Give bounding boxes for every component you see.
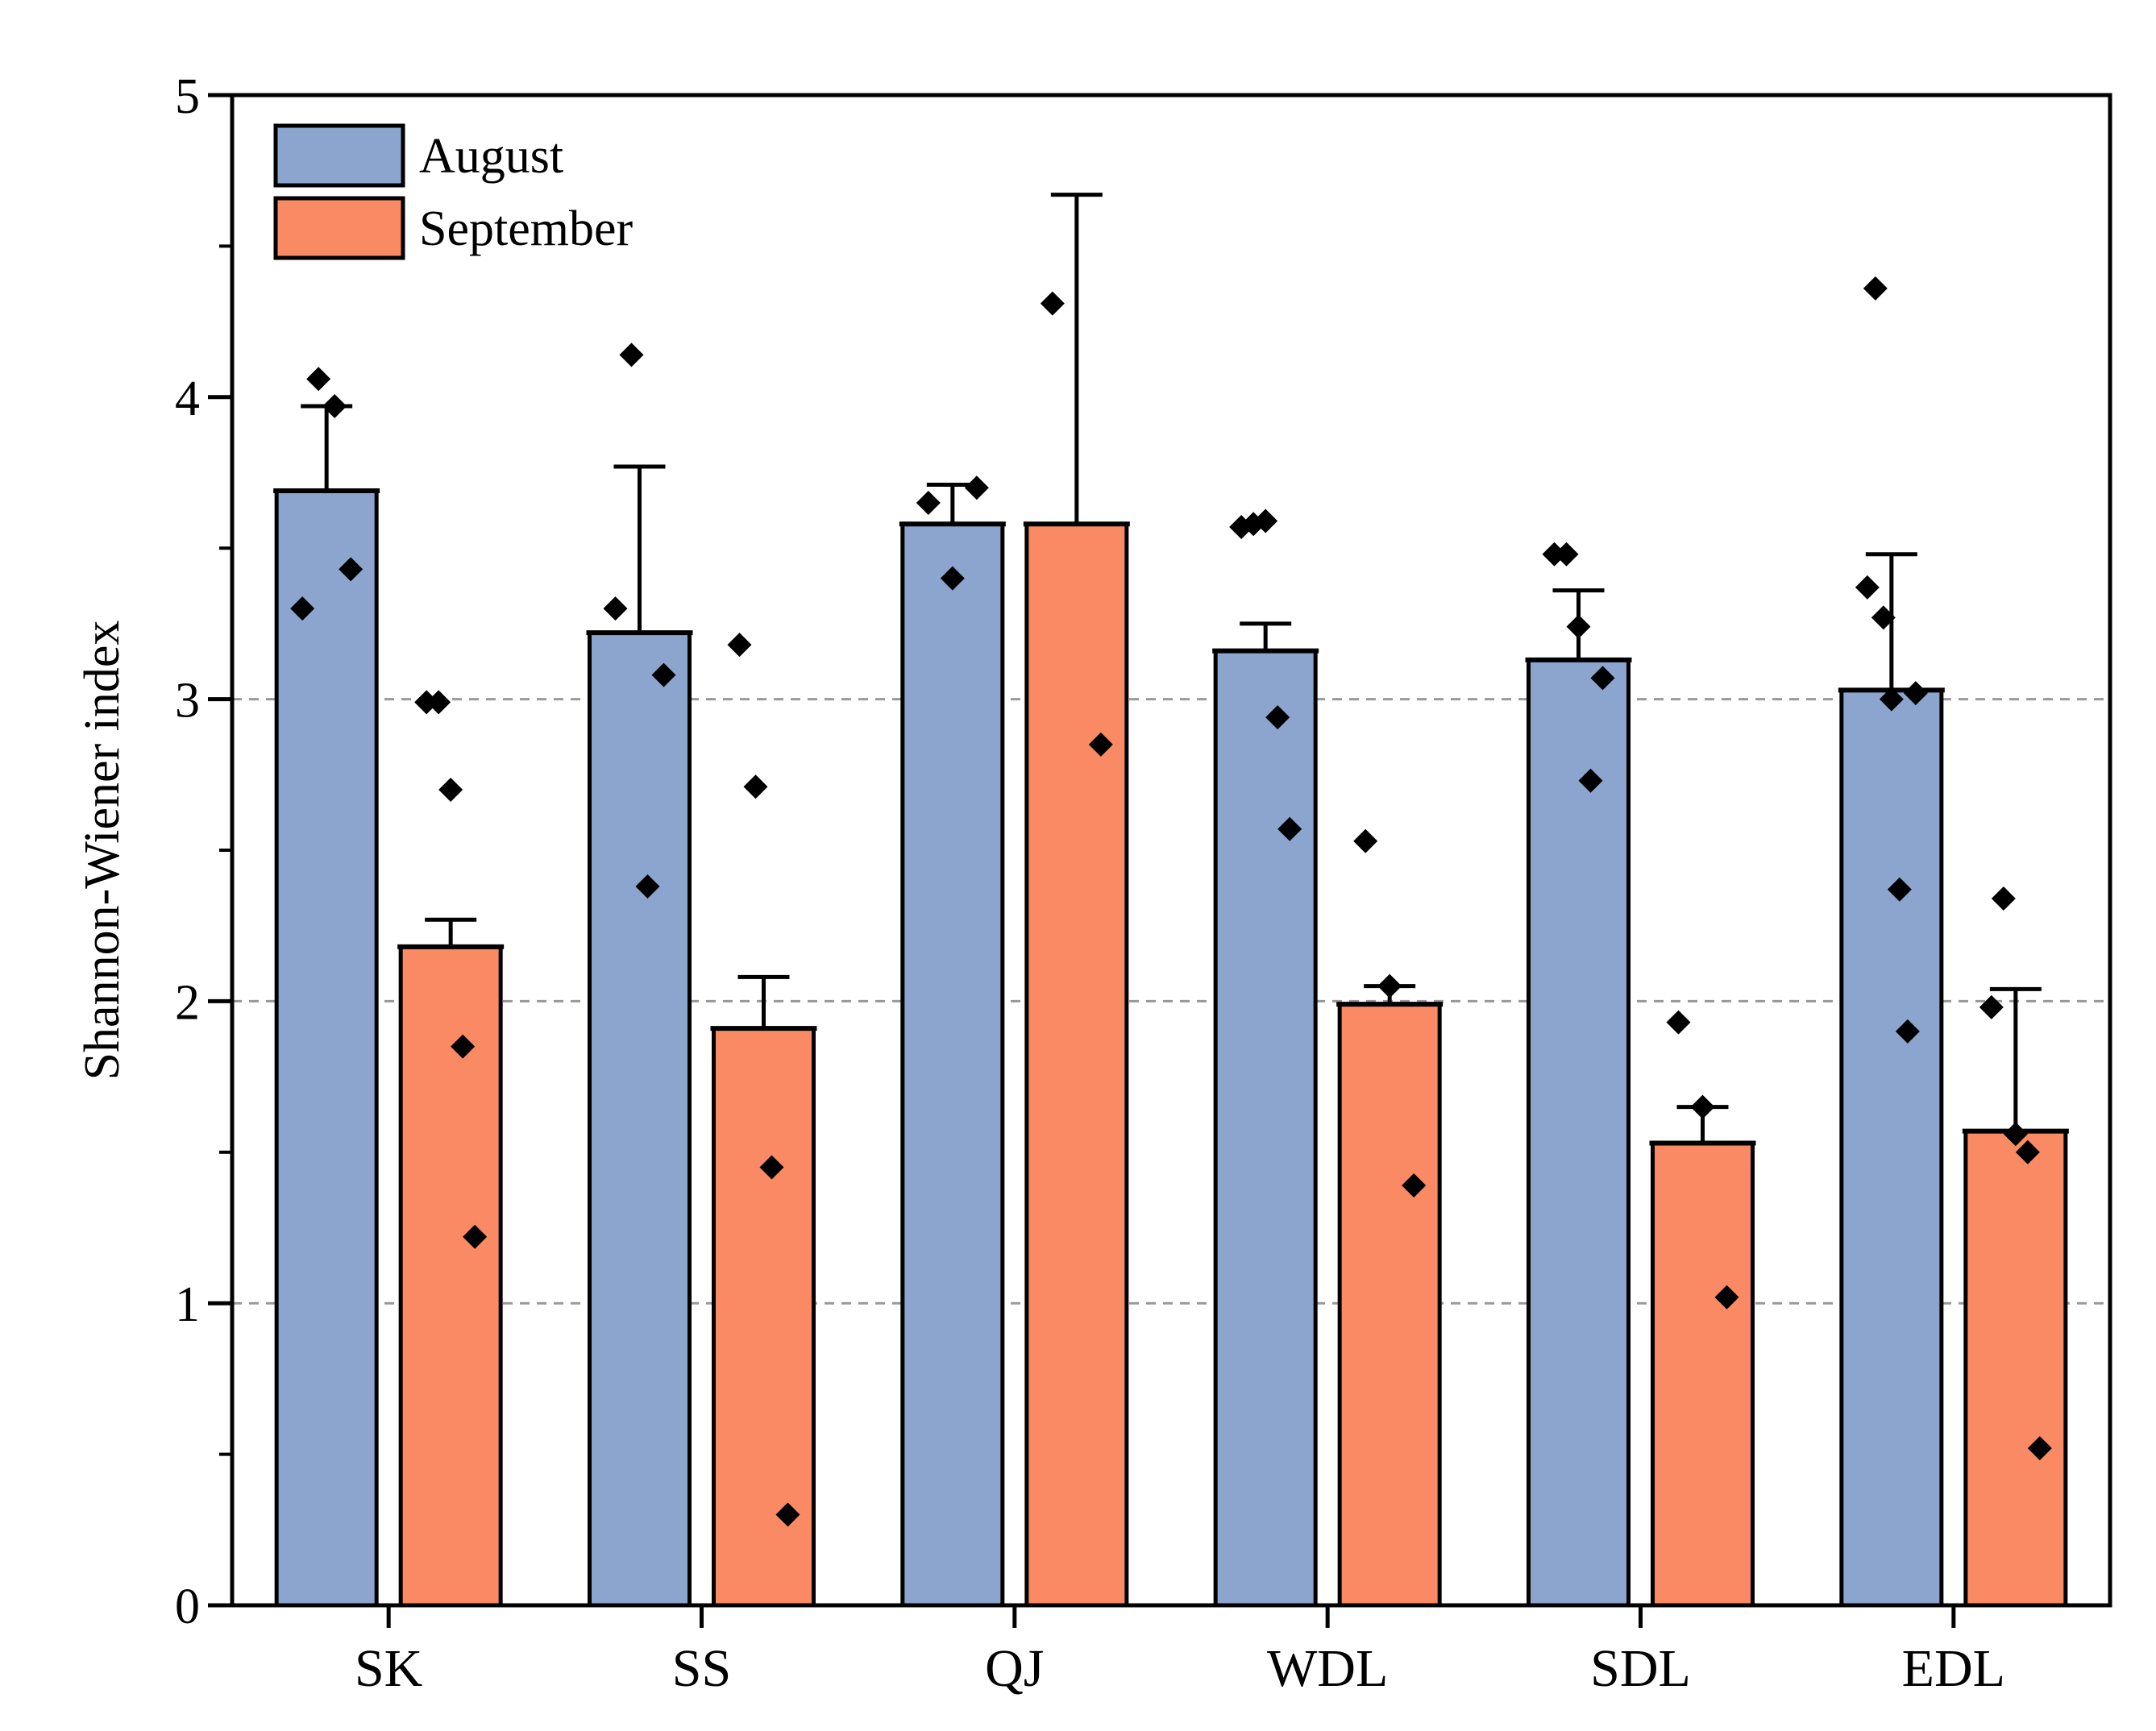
y-tick-label-2: 2	[175, 975, 200, 1030]
point-september-sdl	[1666, 1010, 1691, 1035]
point-august-edl	[1903, 681, 1928, 706]
point-september-ss	[743, 774, 768, 799]
error-bar-september-ss	[710, 974, 817, 1032]
y-tick-label-5: 5	[175, 69, 200, 124]
point-august-sk	[290, 596, 315, 621]
point-august-wdl	[1265, 705, 1290, 730]
point-august-edl	[1887, 877, 1912, 902]
error-bar-august-qj	[899, 482, 1006, 527]
bar-august-sdl	[1527, 658, 1631, 1608]
grid-lines	[232, 698, 2110, 1305]
point-august-sk	[339, 557, 363, 582]
point-september-ss	[759, 1155, 784, 1180]
point-august-sk	[322, 394, 347, 419]
error-bar-september-edl	[1962, 986, 2069, 1134]
point-august-sdl	[1590, 666, 1615, 691]
error-bar-august-sk	[273, 404, 380, 493]
legend-label-august: August	[419, 129, 563, 184]
point-september-wdl	[1353, 828, 1378, 853]
point-august-ss	[603, 596, 628, 621]
point-september-sdl	[1714, 1285, 1739, 1310]
point-august-qj	[964, 475, 989, 500]
error-bar-september-qj	[1023, 193, 1130, 527]
point-september-sdl	[1690, 1094, 1715, 1119]
error-bar-september-sk	[397, 917, 505, 949]
point-august-edl	[1879, 687, 1904, 712]
point-august-qj	[940, 566, 965, 591]
point-august-wdl	[1253, 509, 1278, 533]
bar-august-ss	[588, 630, 692, 1608]
point-august-sk	[306, 367, 331, 392]
bar-august-edl	[1839, 687, 1944, 1608]
point-august-edl	[1895, 1019, 1920, 1044]
legend-swatch-august	[273, 123, 405, 188]
x-tick-label-edl: EDL	[1902, 1639, 2005, 1698]
point-september-edl	[2027, 1436, 2052, 1461]
point-september-ss	[727, 633, 752, 658]
plot-frame	[230, 93, 2112, 1608]
legend-item-august: August	[273, 123, 563, 188]
error-bar-august-wdl	[1212, 621, 1319, 654]
point-august-sdl	[1578, 768, 1603, 793]
y-axis-title: Shannon-Wiener index	[75, 621, 130, 1081]
point-august-edl	[1863, 276, 1888, 301]
point-august-wdl	[1277, 816, 1302, 841]
bar-september-sk	[398, 944, 503, 1608]
bar-september-sdl	[1651, 1141, 1755, 1608]
legend-swatch-september	[273, 196, 405, 260]
point-august-ss	[635, 874, 660, 899]
bar-september-ss	[712, 1026, 816, 1608]
bar-september-edl	[1963, 1129, 2068, 1608]
error-bar-august-edl	[1838, 552, 1945, 693]
point-august-ss	[651, 662, 676, 687]
point-september-qj	[1088, 732, 1113, 757]
legend: August September	[273, 123, 633, 260]
point-september-sk	[463, 1224, 488, 1249]
x-tick-label-wdl: WDL	[1267, 1639, 1388, 1698]
error-bars	[273, 193, 2069, 1146]
bars	[274, 488, 2068, 1608]
error-bar-august-ss	[586, 464, 693, 636]
point-september-edl	[1991, 886, 2016, 911]
point-august-edl	[1871, 605, 1896, 630]
x-tick-label-ss: SS	[672, 1639, 731, 1698]
point-september-sk	[451, 1034, 476, 1059]
bar-august-sk	[274, 488, 379, 1608]
point-september-sk	[438, 778, 463, 803]
point-september-ss	[775, 1502, 800, 1527]
point-september-sk	[426, 690, 451, 715]
point-august-edl	[1855, 575, 1880, 600]
y-tick-label-1: 1	[175, 1277, 200, 1332]
point-september-wdl	[1377, 973, 1402, 998]
bar-september-qj	[1024, 521, 1129, 1608]
bar-august-qj	[900, 521, 1005, 1608]
point-september-edl	[2015, 1139, 2040, 1164]
y-tick-label-0: 0	[175, 1579, 200, 1634]
point-september-qj	[1040, 291, 1065, 316]
point-september-edl	[2003, 1122, 2028, 1147]
bar-september-wdl	[1337, 1002, 1442, 1608]
point-september-wdl	[1402, 1173, 1427, 1198]
x-tick-label-sk: SK	[355, 1639, 422, 1698]
point-august-ss	[619, 342, 644, 367]
legend-label-september: September	[419, 201, 633, 256]
legend-item-september: September	[273, 196, 633, 260]
y-tick-label-3: 3	[175, 674, 200, 729]
point-august-sdl	[1554, 542, 1579, 567]
y-tick-label-4: 4	[175, 372, 200, 426]
axes: 0 1 2 3 4 5 SK SS QJ WDL SDL EDL	[175, 69, 2112, 1698]
x-tick-label-qj: QJ	[985, 1639, 1044, 1698]
point-august-sdl	[1566, 614, 1591, 639]
bar-august-wdl	[1213, 649, 1318, 1608]
point-august-qj	[916, 490, 941, 515]
point-september-edl	[1979, 994, 2004, 1019]
x-tick-label-sdl: SDL	[1590, 1639, 1691, 1698]
data-points	[290, 276, 2052, 1527]
